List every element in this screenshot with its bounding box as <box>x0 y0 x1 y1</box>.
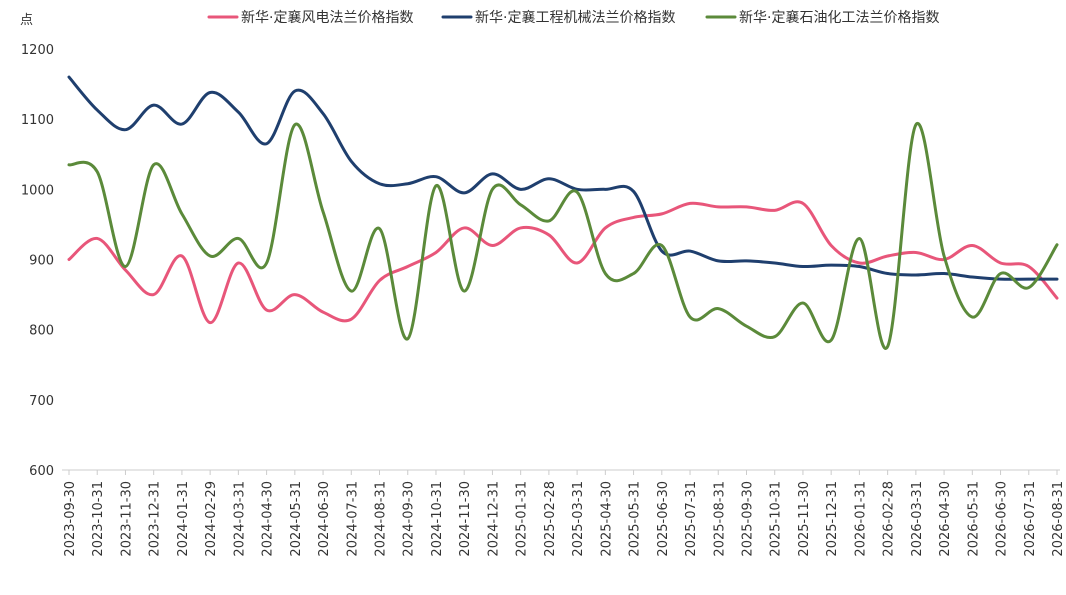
x-tick-label: 2026-08-31 <box>1051 481 1066 557</box>
x-tick-label: 2026-04-30 <box>938 481 953 557</box>
y-tick-label: 900 <box>29 254 54 269</box>
legend-label: 新华·定襄石油化工法兰价格指数 <box>739 10 939 26</box>
x-tick-label: 2025-12-31 <box>825 481 840 557</box>
x-tick-label: 2025-01-31 <box>515 481 530 557</box>
series-line-1 <box>67 200 1059 325</box>
x-axis-ticks: 2023-09-30 2023-10-31 2023-11-30 2023-12-31… <box>63 470 1066 557</box>
x-tick-label: 2025-07-31 <box>684 481 699 557</box>
legend-label: 新华·定襄工程机械法兰价格指数 <box>475 10 675 26</box>
x-tick-label: 2025-05-31 <box>628 481 643 557</box>
x-tick-label: 2025-02-28 <box>543 481 558 557</box>
legend-label: 新华·定襄风电法兰价格指数 <box>241 10 413 26</box>
x-tick-label: 2023-09-30 <box>63 481 78 557</box>
x-tick-label: 2026-07-31 <box>1023 481 1038 557</box>
series-lines <box>67 75 1059 350</box>
y-tick-label: 1100 <box>21 113 54 128</box>
x-tick-label: 2024-10-31 <box>430 481 445 557</box>
x-tick-label: 2024-02-29 <box>204 481 219 557</box>
x-tick-label: 2024-01-31 <box>176 481 191 557</box>
x-tick-label: 2026-05-31 <box>966 481 981 557</box>
x-tick-label: 2025-03-31 <box>571 481 586 557</box>
y-tick-label: 1200 <box>21 43 54 58</box>
y-axis-label: 点 <box>20 13 33 28</box>
x-tick-label: 2025-09-30 <box>740 481 755 557</box>
y-tick-label: 600 <box>29 464 54 479</box>
x-tick-label: 2025-11-30 <box>797 481 812 557</box>
x-tick-label: 2024-06-30 <box>317 481 332 557</box>
x-tick-label: 2025-06-30 <box>656 481 671 557</box>
y-tick-label: 700 <box>29 394 54 409</box>
series-line-2 <box>67 75 1059 281</box>
x-tick-label: 2025-04-30 <box>599 481 614 557</box>
x-tick-label: 2024-11-30 <box>458 481 473 557</box>
x-tick-label: 2024-09-30 <box>402 481 417 557</box>
y-tick-label: 1000 <box>21 183 54 198</box>
x-tick-label: 2024-05-31 <box>289 481 304 557</box>
legend: 新华·定襄风电法兰价格指数 新华·定襄工程机械法兰价格指数 新华·定襄石油化工法兰价… <box>207 10 939 26</box>
y-tick-label: 800 <box>29 324 54 339</box>
x-tick-label: 2023-11-30 <box>119 481 134 557</box>
x-tick-label: 2024-03-31 <box>232 481 247 557</box>
x-tick-label: 2024-12-31 <box>486 481 501 557</box>
x-tick-label: 2024-08-31 <box>374 481 389 557</box>
x-tick-label: 2023-12-31 <box>148 481 163 557</box>
x-tick-label: 2025-10-31 <box>769 481 784 557</box>
x-tick-label: 2026-02-28 <box>882 481 897 557</box>
x-tick-label: 2023-10-31 <box>91 481 106 557</box>
series-line-3 <box>67 121 1059 350</box>
x-tick-label: 2024-07-31 <box>345 481 360 557</box>
x-tick-label: 2026-06-30 <box>995 481 1010 557</box>
y-axis-ticks: 600 700 800 900 1000 1100 1200 <box>21 43 54 479</box>
x-tick-label: 2024-04-30 <box>261 481 276 557</box>
x-tick-label: 2026-01-31 <box>853 481 868 557</box>
x-tick-label: 2025-08-31 <box>712 481 727 557</box>
x-tick-label: 2026-03-31 <box>910 481 925 557</box>
